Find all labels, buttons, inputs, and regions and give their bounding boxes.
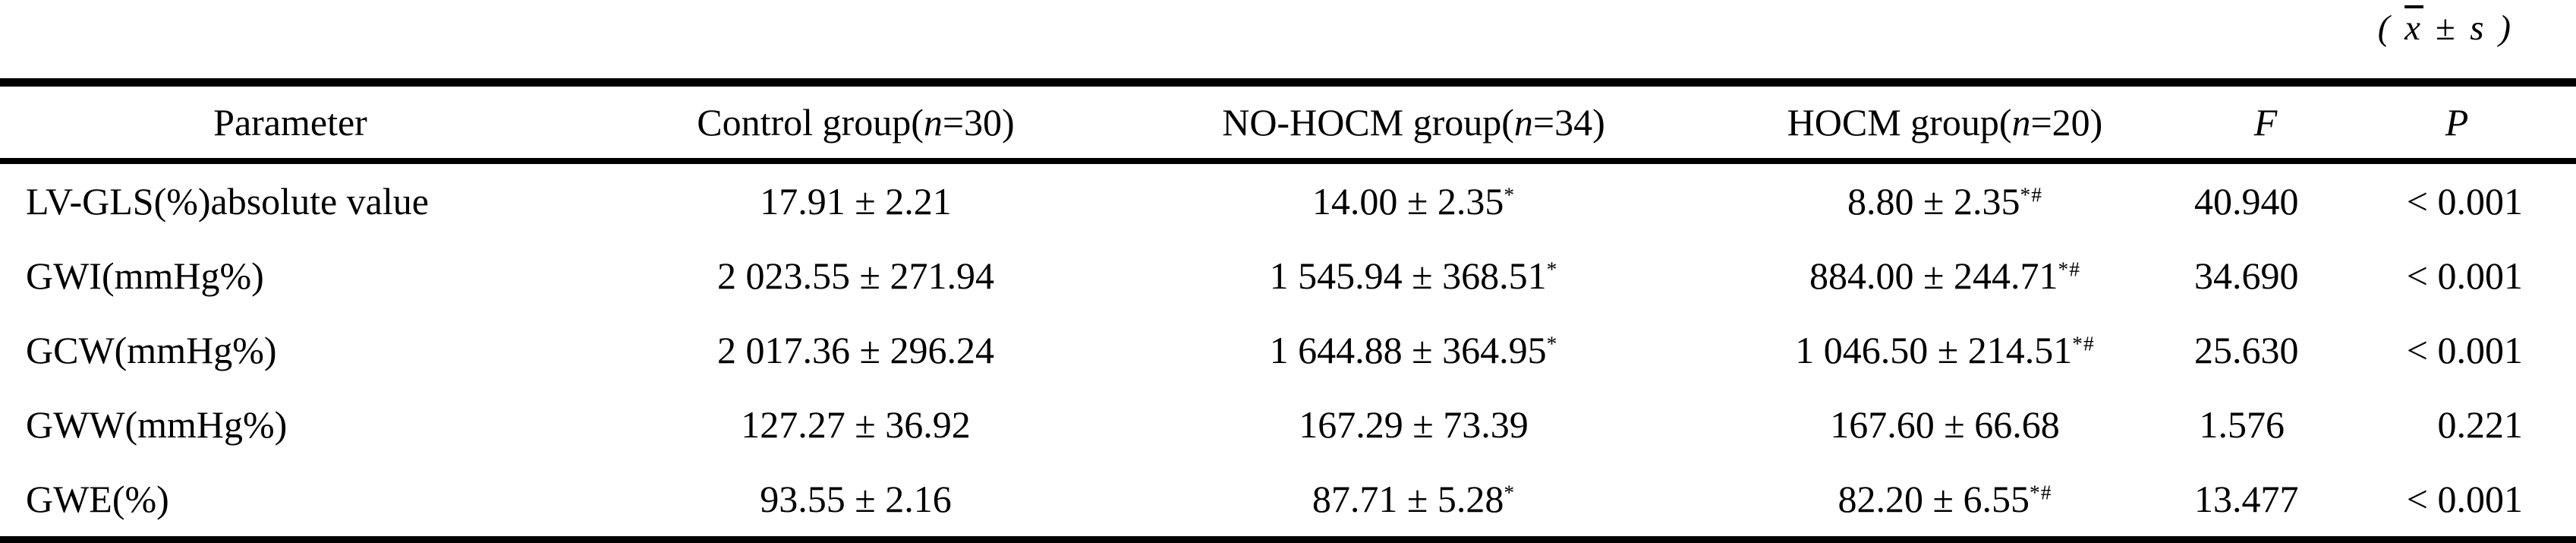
hocm-mean-sd: 82.20 ± 6.55	[1838, 478, 2030, 520]
header-control-n: n	[923, 101, 943, 144]
stat-notation-open: (	[2377, 8, 2393, 48]
cell-control-value: 17.91 ± 2.21	[760, 180, 952, 223]
no-hocm-mean-sd: 14.00 ± 2.35	[1312, 180, 1504, 223]
cell-no-hocm-value: 1 644.88 ± 364.95*	[1131, 313, 1696, 387]
header-hocm-n: n	[2011, 101, 2031, 144]
table-row: LV-GLS(%)absolute value 17.91 ± 2.21 14.…	[0, 161, 2576, 238]
hocm-significance-marker: *#	[2058, 257, 2080, 281]
header-no-hocm-pre: NO-HOCM group(	[1222, 101, 1514, 144]
no-hocm-mean-sd: 87.71 ± 5.28	[1312, 478, 1504, 520]
cell-p-value: < 0.001	[2406, 254, 2523, 297]
header-hocm-group: HOCM group(n=20)	[1696, 82, 2193, 164]
header-hocm-pre: HOCM group(	[1787, 101, 2012, 144]
stat-notation: ( x ± s )	[2378, 8, 2514, 49]
cell-parameter: GWI(mmHg%)	[26, 254, 264, 297]
header-control-post: =30)	[942, 101, 1015, 144]
hocm-significance-marker: *#	[2072, 331, 2095, 355]
cell-hocm-value: 1 046.50 ± 214.51*#	[1696, 313, 2193, 387]
cell-control-value: 127.27 ± 36.92	[741, 403, 971, 446]
cell-control-value: 2 017.36 ± 296.24	[717, 329, 994, 371]
header-control-group: Control group(n=30)	[581, 82, 1131, 164]
no-hocm-significance-marker: *	[1546, 257, 1558, 281]
stat-notation-close: )	[2499, 8, 2514, 48]
header-control-pre: Control group(	[697, 101, 924, 144]
header-parameter: Parameter	[0, 82, 581, 164]
table-row: GWE(%) 93.55 ± 2.16 87.71 ± 5.28* 82.20 …	[0, 462, 2576, 541]
header-f-statistic: F	[2193, 82, 2338, 164]
hocm-mean-sd: 884.00 ± 244.71	[1809, 254, 2058, 297]
cell-hocm-value: 8.80 ± 2.35*#	[1696, 161, 2193, 238]
cell-hocm-value: 884.00 ± 244.71*#	[1696, 238, 2193, 313]
cell-no-hocm-value: 1 545.94 ± 368.51*	[1131, 238, 1696, 313]
hocm-mean-sd: 8.80 ± 2.35	[1847, 180, 2020, 223]
no-hocm-significance-marker: *	[1546, 331, 1558, 355]
cell-parameter: GCW(mmHg%)	[26, 329, 277, 371]
header-no-hocm-post: =34)	[1532, 101, 1605, 144]
cell-no-hocm-value: 14.00 ± 2.35*	[1131, 161, 1696, 238]
table-row: GWW(mmHg%) 127.27 ± 36.92 167.29 ± 73.39…	[0, 387, 2576, 462]
hocm-significance-marker: *#	[2029, 480, 2052, 504]
cell-parameter: GWE(%)	[26, 478, 169, 520]
hocm-mean-sd: 167.60 ± 66.68	[1830, 403, 2060, 446]
hocm-mean-sd: 1 046.50 ± 214.51	[1795, 329, 2073, 371]
cell-f-value: 25.630	[2194, 329, 2299, 371]
no-hocm-significance-marker: *	[1504, 480, 1516, 504]
cell-control-value: 93.55 ± 2.16	[760, 478, 952, 520]
hocm-significance-marker: *#	[2020, 182, 2042, 207]
header-no-hocm-group: NO-HOCM group(n=34)	[1131, 82, 1696, 164]
statistics-table: Parameter Control group(n=30) NO-HOCM gr…	[0, 78, 2576, 543]
cell-f-value: 34.690	[2194, 254, 2299, 297]
table-header-row: Parameter Control group(n=30) NO-HOCM gr…	[0, 82, 2576, 164]
header-no-hocm-n: n	[1513, 101, 1533, 144]
cell-hocm-value: 167.60 ± 66.68	[1696, 387, 2193, 462]
table-row: GWI(mmHg%) 2 023.55 ± 271.94 1 545.94 ± …	[0, 238, 2576, 313]
cell-parameter: GWW(mmHg%)	[26, 403, 288, 446]
no-hocm-mean-sd: 1 545.94 ± 368.51	[1269, 254, 1547, 297]
header-p-value: P	[2338, 82, 2576, 164]
cell-f-value: 13.477	[2194, 478, 2299, 520]
no-hocm-mean-sd: 1 644.88 ± 364.95	[1269, 329, 1547, 371]
stat-notation-rest: ± s	[2435, 8, 2487, 48]
cell-p-value: 0.221	[2437, 403, 2524, 446]
no-hocm-significance-marker: *	[1504, 182, 1516, 207]
cell-f-value: 1.576	[2199, 403, 2285, 446]
no-hocm-mean-sd: 167.29 ± 73.39	[1299, 403, 1529, 446]
cell-p-value: < 0.001	[2406, 478, 2523, 520]
cell-no-hocm-value: 87.71 ± 5.28*	[1131, 462, 1696, 541]
cell-no-hocm-value: 167.29 ± 73.39	[1131, 387, 1696, 462]
cell-f-value: 40.940	[2194, 180, 2299, 223]
cell-parameter: LV-GLS(%)absolute value	[26, 180, 429, 223]
xbar-symbol: x	[2404, 8, 2423, 48]
cell-hocm-value: 82.20 ± 6.55*#	[1696, 462, 2193, 541]
cell-p-value: < 0.001	[2406, 329, 2523, 371]
cell-p-value: < 0.001	[2406, 180, 2523, 223]
header-hocm-post: =20)	[2030, 101, 2103, 144]
cell-control-value: 2 023.55 ± 271.94	[717, 254, 994, 297]
table-row: GCW(mmHg%) 2 017.36 ± 296.24 1 644.88 ± …	[0, 313, 2576, 387]
